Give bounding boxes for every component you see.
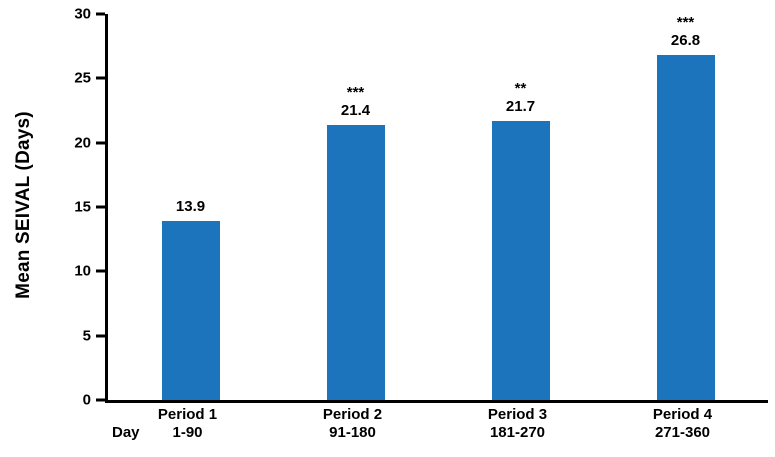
bar-value: 21.4 [340, 101, 371, 119]
x-range-label: 1-90 [172, 424, 203, 441]
bar-slot: 13.9 [108, 14, 273, 400]
bar-value-label: *** 21.4 [341, 84, 370, 120]
y-tick-label: 20 [74, 134, 91, 152]
y-tick-mark [96, 269, 105, 273]
y-tick-mark [96, 398, 105, 402]
x-category-label: Period 3 [487, 406, 548, 423]
plot-area: 13.9 *** 21.4 ** 21.7 *** 26.8 [105, 14, 768, 403]
y-axis: 0 5 10 15 20 25 30 [0, 6, 105, 409]
y-tick: 20 [74, 134, 105, 151]
bar-value: 21.7 [505, 97, 536, 115]
y-tick-mark [96, 76, 105, 80]
y-tick-mark [96, 141, 105, 145]
y-tick: 0 [83, 392, 105, 409]
bar-value-label: 13.9 [176, 198, 205, 216]
significance-stars: *** [346, 83, 365, 101]
x-range-label: 91-180 [329, 424, 376, 441]
bar-slot: *** 21.4 [273, 14, 438, 400]
bar-value: 26.8 [670, 32, 701, 50]
bar [161, 221, 220, 400]
x-category-label: Period 4 [652, 406, 713, 423]
x-category-label: Period 2 [322, 406, 383, 423]
x-axis-labels: Period 1 1-90 Period 2 91-180 Period 3 181-27… [105, 406, 765, 442]
y-tick-label: 15 [74, 198, 91, 216]
y-tick-mark [96, 205, 105, 209]
bar-slot: *** 26.8 [603, 14, 768, 400]
bar [326, 124, 385, 400]
y-tick-label: 0 [82, 391, 91, 409]
x-category: Period 4 271-360 [600, 406, 765, 442]
y-tick-label: 10 [74, 262, 91, 280]
bar [656, 55, 715, 400]
x-category: Period 2 91-180 [270, 406, 435, 442]
x-range-label: 181-270 [489, 424, 546, 441]
y-tick: 5 [83, 327, 105, 344]
bar-value-label: ** 21.7 [506, 80, 535, 116]
y-tick: 10 [74, 263, 105, 280]
bar-slot: ** 21.7 [438, 14, 603, 400]
y-tick: 25 [74, 70, 105, 87]
bar-value-label: *** 26.8 [671, 14, 700, 50]
bar-value: 13.9 [175, 198, 206, 216]
significance-stars: *** [676, 14, 695, 32]
y-tick: 15 [74, 199, 105, 216]
x-category-label: Period 1 [157, 406, 218, 423]
y-tick-mark [96, 12, 105, 16]
x-axis-day-label: Day [112, 424, 140, 441]
y-tick-mark [96, 334, 105, 338]
significance-stars: ** [514, 79, 527, 97]
y-tick: 30 [74, 6, 105, 23]
y-tick-label: 25 [74, 69, 91, 87]
y-tick-label: 30 [74, 5, 91, 23]
bar [491, 120, 550, 400]
x-range-label: 271-360 [654, 424, 711, 441]
y-tick-label: 5 [82, 327, 91, 345]
x-category: Period 3 181-270 [435, 406, 600, 442]
x-category: Period 1 1-90 [105, 406, 270, 442]
